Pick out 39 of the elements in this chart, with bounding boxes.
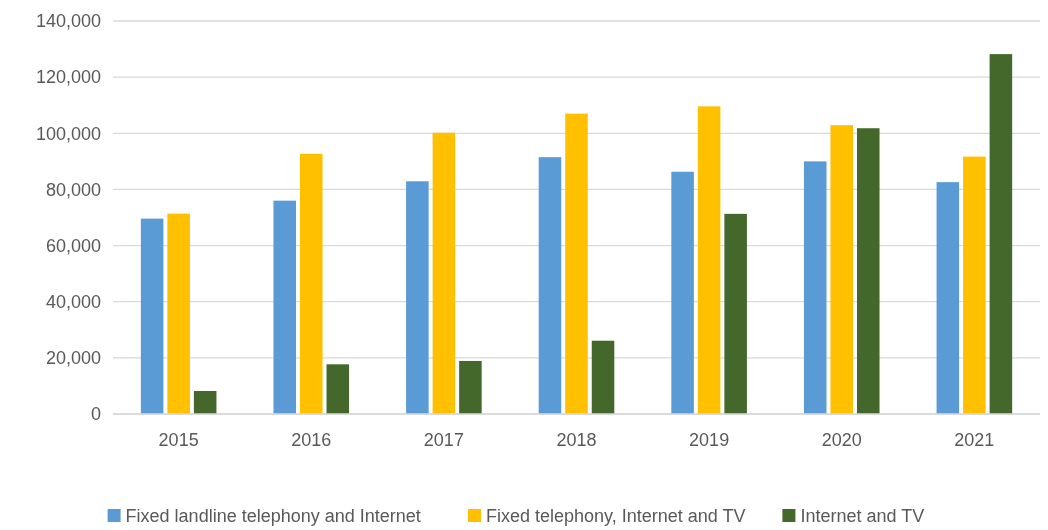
bar: [273, 200, 297, 414]
bar: [963, 156, 986, 414]
x-tick-label: 2015: [158, 430, 199, 450]
bar: [565, 113, 588, 414]
x-tick-label: 2019: [689, 430, 730, 450]
bar: [671, 171, 694, 414]
bar: [591, 340, 615, 414]
legend-label: Fixed telephony, Internet and TV: [486, 506, 746, 527]
bar: [830, 125, 854, 414]
y-tick-label: 40,000: [45, 292, 101, 313]
bar: [936, 182, 960, 414]
y-tick-label: 0: [90, 404, 101, 425]
bar: [459, 360, 482, 414]
bar: [432, 132, 456, 414]
legend-label: Fixed landline telephony and Internet: [125, 506, 421, 527]
bar: [989, 54, 1013, 414]
y-tick-label: 120,000: [35, 67, 101, 88]
bar: [167, 213, 190, 414]
bar: [140, 218, 164, 414]
y-tick-label: 80,000: [45, 179, 101, 200]
x-tick-label: 2021: [954, 430, 995, 450]
y-tick-label: 140,000: [35, 11, 101, 32]
x-tick-label: 2018: [556, 430, 597, 450]
bar: [326, 364, 350, 414]
x-tick-label: 2017: [423, 430, 464, 450]
bar: [193, 390, 217, 414]
y-tick-label: 100,000: [35, 123, 101, 144]
legend-label: Internet and TV: [800, 506, 925, 527]
bar: [697, 106, 721, 414]
bar: [299, 153, 323, 414]
bar: [856, 128, 880, 414]
y-tick-label: 60,000: [45, 235, 101, 256]
bar: [538, 157, 562, 414]
x-tick-label: 2016: [291, 430, 332, 450]
x-tick-label: 2020: [821, 430, 862, 450]
y-tick-label: 20,000: [45, 348, 101, 369]
bar: [803, 161, 827, 414]
bar: [724, 213, 747, 414]
bar: [406, 181, 429, 414]
